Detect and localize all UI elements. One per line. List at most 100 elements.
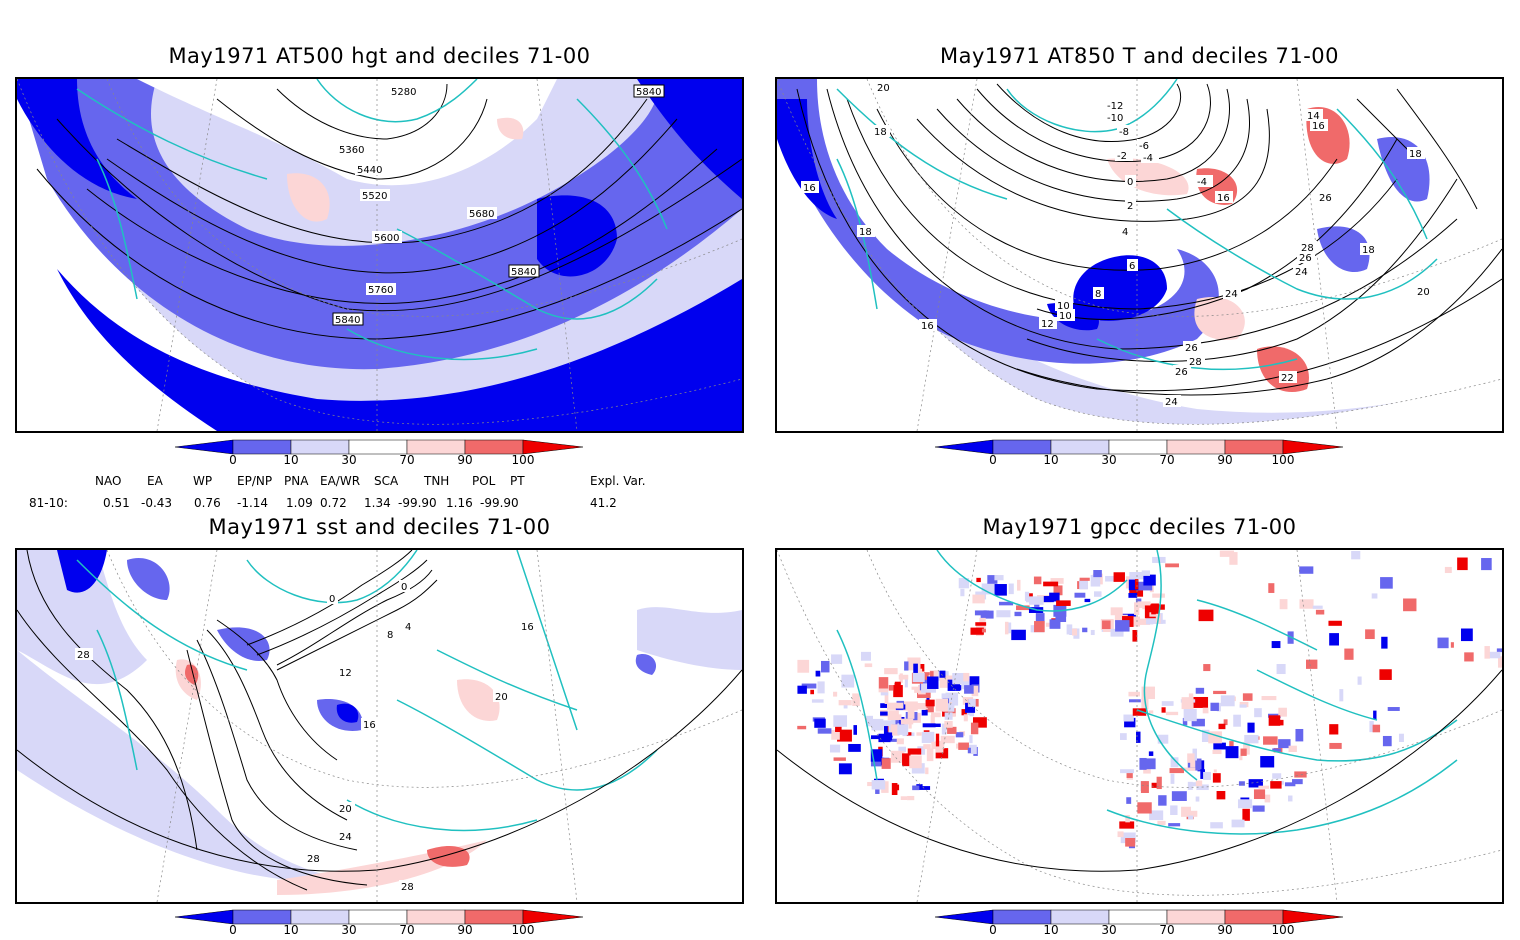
- precip-decile-patch: [1380, 577, 1393, 589]
- precip-decile-patch: [1082, 627, 1088, 633]
- precip-decile-patch: [1464, 652, 1474, 662]
- precip-decile-patch: [1372, 724, 1381, 733]
- precip-decile-patch: [829, 744, 841, 753]
- colorbar-segment: [232, 909, 292, 925]
- precip-decile-patch: [1093, 570, 1102, 578]
- precip-decile-patch: [1171, 791, 1187, 801]
- index-header: Expl. Var.: [590, 474, 646, 488]
- svg-text:5360: 5360: [339, 145, 364, 156]
- colorbar-segment: [464, 909, 524, 925]
- precip-decile-patch: [909, 755, 922, 769]
- precip-decile-patch: [1239, 755, 1243, 761]
- precip-decile-patch: [1016, 605, 1030, 611]
- contour-label: 18: [1407, 147, 1425, 160]
- map-500hgt: 5280 5840 5360 5440 5520 5680 5600 5840 …: [17, 79, 742, 431]
- precip-decile-patch: [906, 732, 912, 736]
- precip-decile-patch: [927, 676, 939, 689]
- precip-decile-patch: [930, 715, 935, 724]
- svg-text:18: 18: [1409, 149, 1422, 160]
- precip-decile-patch: [996, 610, 1011, 618]
- precip-decile-patch: [1280, 719, 1284, 726]
- precip-decile-patch: [1158, 795, 1167, 806]
- svg-text:20: 20: [877, 83, 890, 94]
- index-header: EA: [147, 474, 163, 488]
- colorbar-tick-label: 0: [229, 453, 237, 467]
- precip-decile-patch: [918, 663, 925, 672]
- precip-decile-patch: [1165, 711, 1179, 716]
- svg-text:10: 10: [1057, 301, 1070, 312]
- contour-label: 8: [385, 628, 396, 641]
- precip-decile-patch: [1143, 574, 1156, 586]
- precip-decile-patch: [1128, 579, 1139, 591]
- precip-decile-patch: [797, 725, 807, 730]
- precip-decile-patch: [1212, 750, 1222, 755]
- colorbar-tick-label: 100: [511, 923, 535, 937]
- contour-label: 4: [1120, 225, 1131, 238]
- contour-label: 18: [857, 225, 875, 238]
- contour-label: 24: [337, 830, 355, 843]
- precip-decile-patch: [1193, 696, 1209, 708]
- precip-decile-patch: [1496, 648, 1502, 653]
- index-value: 1.34: [364, 496, 391, 510]
- precip-decile-patch: [926, 696, 930, 701]
- precip-decile-patch: [1183, 709, 1197, 722]
- index-header: EA/WR: [320, 474, 361, 488]
- precip-decile-patch: [1497, 656, 1502, 668]
- precip-decile-patch: [884, 692, 889, 705]
- precip-decile-patch: [890, 724, 900, 736]
- precip-decile-patch: [1011, 629, 1026, 641]
- precip-decile-patch: [1201, 729, 1210, 742]
- precip-decile-patch: [1329, 742, 1342, 749]
- colorbar-arrow-low: [174, 909, 234, 925]
- precip-decile-patch: [1141, 758, 1156, 770]
- precip-decile-patch: [912, 672, 925, 683]
- precip-decile-patch: [892, 784, 900, 791]
- svg-text:5680: 5680: [469, 209, 494, 220]
- colorbar-swatches: [934, 439, 1344, 455]
- precip-decile-patch: [1260, 756, 1275, 768]
- colorbar-tick-label: 100: [1271, 923, 1295, 937]
- contour-label: 16: [919, 319, 937, 332]
- precip-decile-patch: [1444, 566, 1452, 574]
- precip-decile-patch: [963, 714, 968, 722]
- colorbar-tick-label: 70: [1159, 453, 1175, 467]
- precip-decile-patch: [1004, 621, 1009, 635]
- contour-label: 24: [1293, 265, 1311, 278]
- precip-decile-patch: [969, 735, 973, 744]
- precip-decile-patch: [1132, 629, 1138, 642]
- colorbar-1: 0 10 30 70 90 100: [174, 439, 585, 469]
- precip-decile-patch: [1220, 695, 1235, 707]
- precip-decile-patch: [1152, 593, 1165, 598]
- precip-decile-patch: [1140, 781, 1149, 793]
- precip-decile-patch: [838, 700, 852, 706]
- index-value: 0.51: [103, 496, 130, 510]
- precip-decile-patch: [1339, 689, 1344, 702]
- precip-decile-patch: [947, 726, 957, 734]
- precip-decile-patch: [838, 763, 852, 775]
- precip-decile-patch: [1299, 599, 1314, 609]
- precip-decile-patch: [1188, 815, 1194, 820]
- precip-decile-patch: [1312, 605, 1323, 609]
- precip-decile-patch: [1102, 620, 1111, 630]
- contour-label: 20: [1415, 285, 1433, 298]
- svg-text:5600: 5600: [374, 233, 399, 244]
- precip-decile-patch: [878, 688, 889, 693]
- svg-text:20: 20: [495, 692, 508, 703]
- precip-decile-patch: [1136, 731, 1141, 743]
- precip-decile-patch: [970, 722, 979, 735]
- contour-label: 5840: [633, 84, 665, 98]
- contour-label: -4: [1141, 151, 1159, 164]
- svg-text:5520: 5520: [362, 191, 387, 202]
- precip-decile-patch: [1288, 745, 1297, 752]
- colorbar-tick-label: 70: [399, 923, 415, 937]
- precip-decile-patch: [926, 748, 934, 762]
- precip-decile-patch: [1024, 591, 1030, 601]
- precip-decile-patch: [1213, 742, 1226, 750]
- precip-decile-patch: [1148, 710, 1154, 714]
- precip-decile-patch: [896, 738, 904, 745]
- colorbar-segment: [1050, 909, 1110, 925]
- precip-decile-patch: [841, 674, 855, 688]
- svg-text:26: 26: [1319, 193, 1332, 204]
- svg-text:-2: -2: [1117, 151, 1127, 162]
- precip-decile-patch: [877, 720, 893, 727]
